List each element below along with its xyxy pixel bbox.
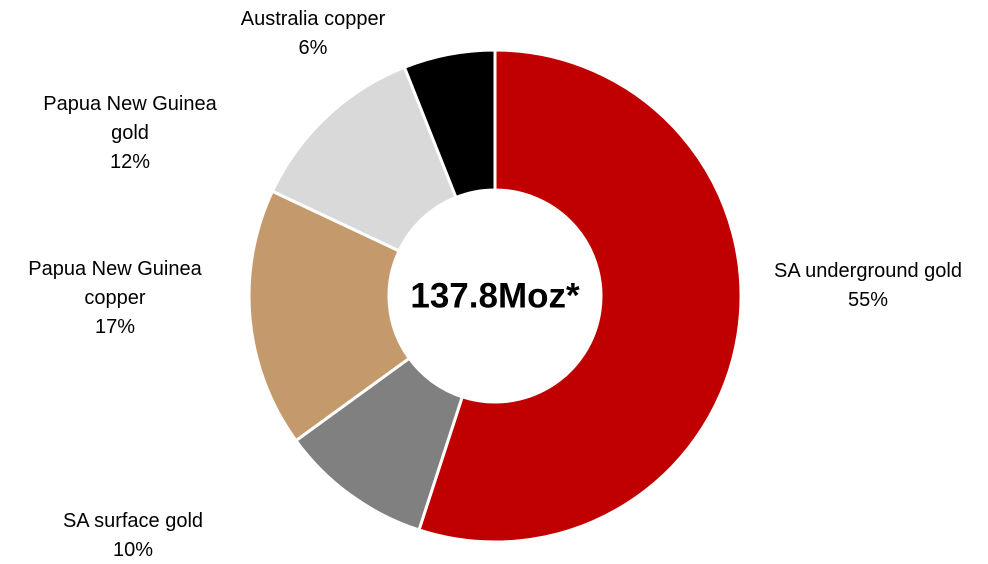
center-label: 137.8Moz* — [410, 276, 580, 315]
slice-label: Australia copper 6% — [203, 5, 423, 63]
slice-label: Papua New Guinea copper 17% — [15, 255, 215, 342]
value-label: 12% — [109, 151, 151, 173]
category-label: SA underground gold — [774, 260, 962, 282]
value-label: 55% — [847, 289, 889, 311]
category-label: SA surface gold — [62, 510, 204, 532]
slice — [247, 189, 412, 443]
category-label: Papua New Guinea copper — [28, 258, 202, 309]
slice — [417, 48, 743, 544]
slice-label: Papua New Guinea gold 12% — [30, 90, 230, 177]
slice-label: SA underground gold 55% — [738, 257, 988, 315]
value-label: 17% — [94, 316, 136, 338]
value-label: 10% — [112, 539, 154, 561]
slice-label: SA surface gold 10% — [23, 507, 243, 564]
category-label: Papua New Guinea gold — [43, 93, 217, 144]
slice — [402, 48, 497, 200]
category-label: Australia copper — [240, 8, 386, 30]
value-label: 6% — [298, 37, 328, 59]
slice — [270, 65, 458, 253]
